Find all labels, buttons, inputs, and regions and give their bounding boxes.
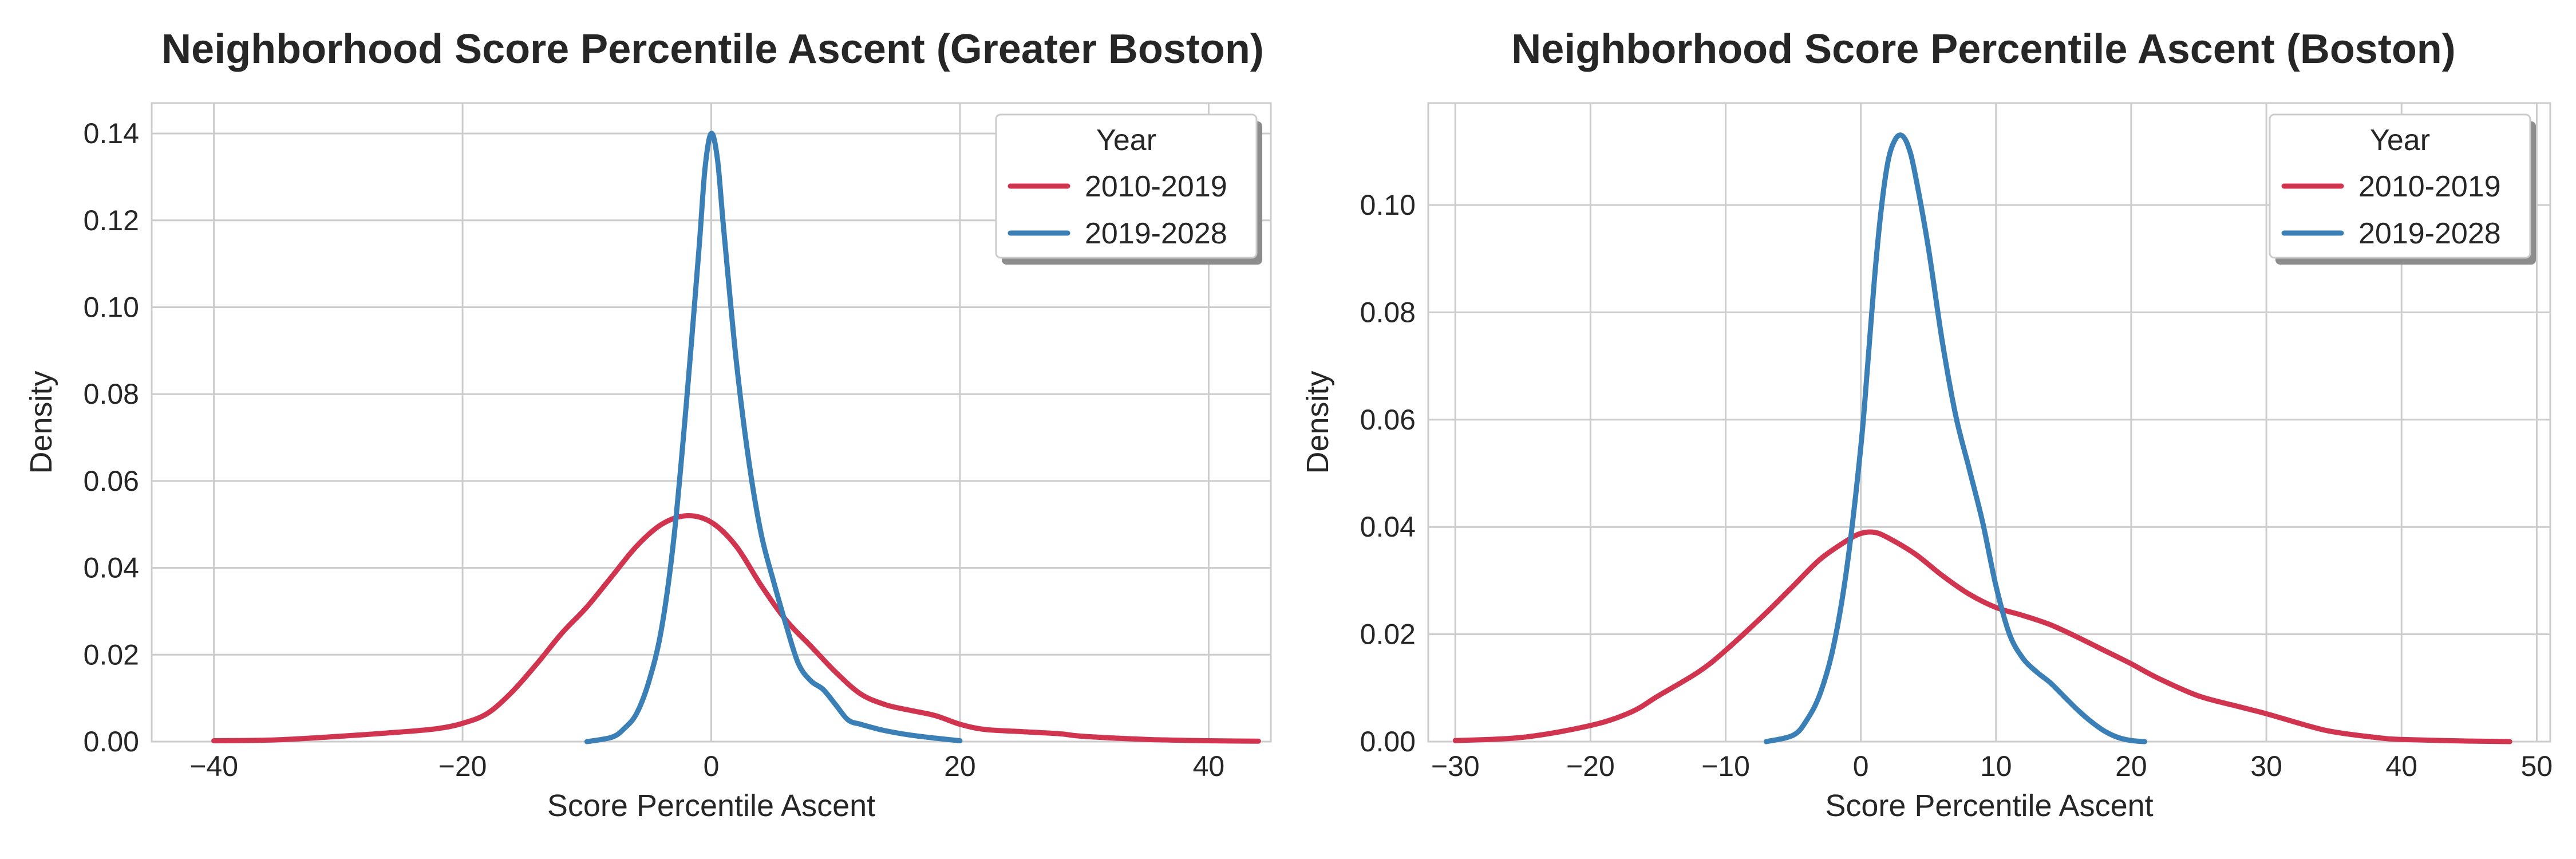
x-tick-label: 0 (1853, 750, 1869, 782)
legend: Year 2010-2019 2019-2028 (2269, 113, 2536, 265)
chart-panel-boston: Neighborhood Score Percentile Ascent (Bo… (1288, 0, 2576, 859)
y-tick-label: 0.02 (1360, 618, 1416, 651)
legend-label: 2019-2028 (1085, 217, 1227, 250)
x-tick-label: −40 (189, 750, 238, 782)
curves (1452, 132, 2512, 744)
x-tick-labels: −40 −20 0 20 40 (189, 750, 1224, 782)
legend-title: Year (1096, 124, 1156, 157)
x-tick-label: −30 (1431, 750, 1480, 782)
y-tick-labels: 0.00 0.02 0.04 0.06 0.08 0.10 0.12 0.14 (84, 117, 139, 758)
y-tick-label: 0.14 (84, 117, 139, 149)
series-line-2010-2019 (1452, 529, 2512, 744)
y-tick-label: 0.08 (84, 378, 139, 410)
y-tick-label: 0.00 (1360, 726, 1416, 758)
y-tick-label: 0.12 (84, 204, 139, 237)
chart-title: Neighborhood Score Percentile Ascent (Bo… (1511, 26, 2456, 72)
y-axis-label: Density (1301, 371, 1335, 474)
chart-title: Neighborhood Score Percentile Ascent (Gr… (161, 26, 1264, 72)
chart-panel-greater-boston: Neighborhood Score Percentile Ascent (Gr… (24, 26, 1272, 823)
legend-label: 2019-2028 (2358, 217, 2501, 250)
y-tick-label: 0.10 (1360, 189, 1416, 221)
legend-label: 2010-2019 (1085, 170, 1227, 203)
x-tick-label: 30 (2250, 750, 2282, 782)
curves (211, 131, 1261, 744)
x-tick-label: 40 (2385, 750, 2417, 782)
x-tick-label: −20 (1566, 750, 1615, 782)
x-tick-label: 40 (1193, 750, 1225, 782)
series-line-2010-2019 (211, 513, 1261, 744)
x-tick-label: −20 (438, 750, 487, 782)
y-tick-label: 0.02 (84, 639, 139, 671)
y-tick-label: 0.06 (1360, 404, 1416, 436)
legend-box (2269, 113, 2531, 259)
y-axis-label: Density (24, 371, 58, 474)
y-tick-label: 0.06 (84, 465, 139, 497)
x-tick-labels: −30 −20 −10 0 10 20 30 40 50 (1431, 750, 2553, 782)
x-axis-label: Score Percentile Ascent (547, 789, 875, 823)
y-tick-label: 0.04 (84, 552, 139, 584)
plot-frame (151, 102, 1272, 743)
y-tick-label: 0.00 (84, 726, 139, 758)
y-tick-labels: 0.00 0.02 0.04 0.06 0.08 0.10 (1360, 189, 1416, 758)
y-tick-label: 0.08 (1360, 296, 1416, 328)
chart-svg-boston: Neighborhood Score Percentile Ascent (Bo… (1301, 26, 2553, 823)
x-tick-label: 0 (704, 750, 720, 782)
x-tick-label: 50 (2521, 750, 2553, 782)
legend: Year 2010-2019 2019-2028 (995, 113, 1262, 265)
x-tick-label: 20 (2115, 750, 2147, 782)
chart-svg-greater-boston: Neighborhood Score Percentile Ascent (Gr… (24, 26, 1272, 823)
x-tick-label: −10 (1701, 750, 1750, 782)
legend-label: 2010-2019 (2358, 170, 2501, 203)
series-line-2019-2028 (584, 131, 963, 744)
series-line-2019-2028 (1763, 132, 2148, 744)
y-tick-label: 0.04 (1360, 511, 1416, 543)
y-tick-label: 0.10 (84, 291, 139, 323)
x-tick-label: 20 (944, 750, 976, 782)
x-axis-label: Score Percentile Ascent (1825, 789, 2153, 823)
plot-frame (1427, 102, 2551, 743)
legend-title: Year (2370, 124, 2430, 157)
legend-box (995, 113, 1258, 259)
x-tick-label: 10 (1980, 750, 2012, 782)
